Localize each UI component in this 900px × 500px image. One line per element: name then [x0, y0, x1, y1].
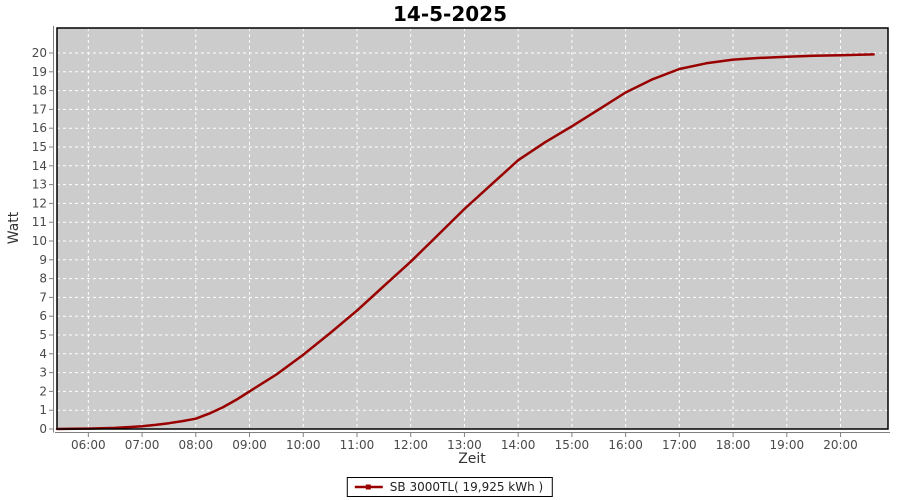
x-tick-label: 10:00 [286, 438, 321, 452]
y-tick-label: 15 [32, 140, 47, 154]
x-tick-label: 16:00 [608, 438, 643, 452]
plot-border [56, 27, 889, 430]
y-tick-label: 9 [39, 253, 47, 267]
x-tick-label: 07:00 [125, 438, 160, 452]
y-tick-label: 7 [39, 290, 47, 304]
y-axis-label: Watt [6, 211, 22, 245]
y-tick-label: 20 [32, 46, 47, 60]
x-tick-label: 08:00 [179, 438, 214, 452]
y-tick-label: 5 [39, 328, 47, 342]
y-tick-label: 4 [39, 347, 47, 361]
x-tick-label: 15:00 [555, 438, 590, 452]
x-axis-label: Zeit [458, 451, 486, 467]
y-tick-label: 17 [32, 102, 47, 116]
x-tick-label: 20:00 [823, 438, 858, 452]
series-line [55, 53, 875, 431]
y-tick-label: 3 [39, 366, 47, 380]
x-tick-label: 13:00 [447, 438, 482, 452]
x-tick-label: 19:00 [770, 438, 805, 452]
x-tick-label: 14:00 [501, 438, 536, 452]
y-tick-label: 6 [39, 309, 47, 323]
y-tick-label: 1 [39, 403, 47, 417]
plot-background [57, 28, 888, 429]
y-tick-label: 18 [32, 84, 47, 98]
y-tick-label: 11 [32, 215, 47, 229]
x-tick-label: 11:00 [340, 438, 375, 452]
y-tick-label: 2 [39, 384, 47, 398]
y-tick-label: 14 [32, 159, 47, 173]
y-tick-label: 12 [32, 196, 47, 210]
legend-series-label: SB 3000TL( 19,925 kWh ) [389, 480, 544, 494]
y-tick-label: 8 [39, 272, 47, 286]
y-tick-label: 16 [32, 121, 47, 135]
x-tick-label: 06:00 [71, 438, 106, 452]
legend: SB 3000TL( 19,925 kWh ) [346, 477, 554, 497]
y-tick-label: 19 [32, 65, 47, 79]
x-tick-label: 18:00 [716, 438, 751, 452]
chart-title: 14-5-2025 [392, 2, 507, 26]
x-tick-label: 12:00 [393, 438, 428, 452]
legend-line-swatch [354, 484, 383, 490]
x-tick-label: 09:00 [232, 438, 267, 452]
x-tick-label: 17:00 [662, 438, 697, 452]
y-tick-label: 0 [39, 422, 47, 436]
y-tick-label: 13 [32, 178, 47, 192]
y-tick-label: 10 [32, 234, 47, 248]
